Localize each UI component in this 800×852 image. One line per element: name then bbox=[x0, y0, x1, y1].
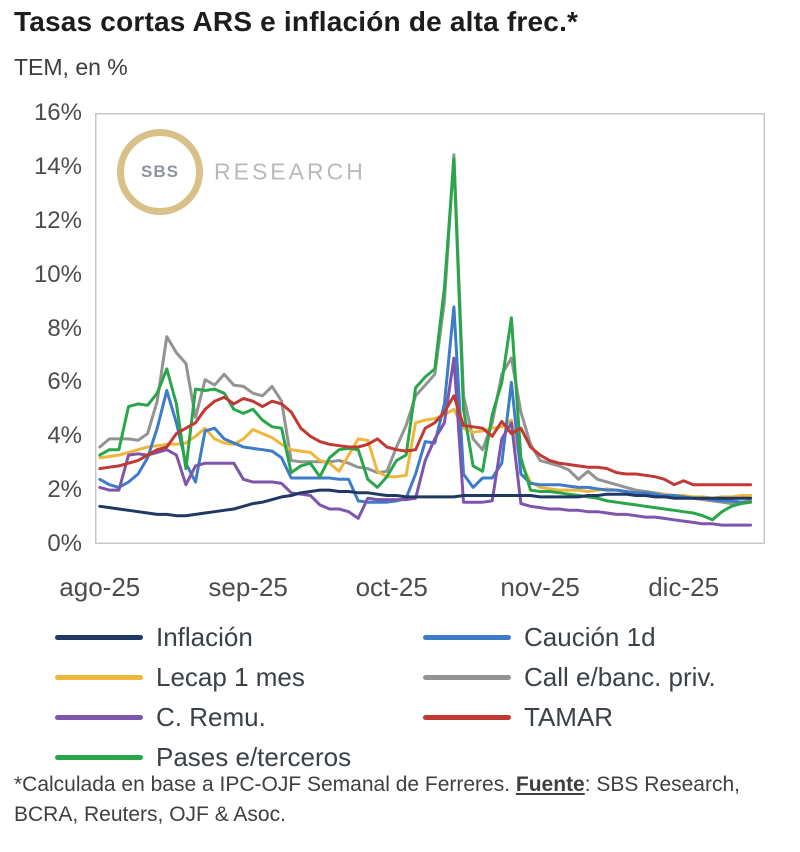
legend-item-caucion-1d: Caución 1d bbox=[423, 622, 775, 653]
legend-item-tamar: TAMAR bbox=[423, 702, 775, 733]
sbs-logo-text: SBS bbox=[141, 162, 179, 181]
research-watermark: RESEARCH bbox=[214, 158, 366, 185]
footnote-source-list: : SBS Research, BCRA, Reuters, OJF & Aso… bbox=[14, 773, 740, 827]
x-tick-label-dic-25: dic-25 bbox=[648, 572, 720, 602]
series-line-caucion-1d bbox=[98, 305, 753, 504]
legend-label-c-remu: C. Remu. bbox=[156, 702, 266, 732]
y-tick-label-6: 6% bbox=[47, 368, 82, 396]
plot-area bbox=[95, 113, 765, 544]
legend-item-call-e-banc-priv: Call e/banc. priv. bbox=[423, 662, 775, 693]
legend-item-pases-e-terceros: Pases e/terceros bbox=[55, 742, 423, 773]
footnote-text: *Calculada en base a IPC-OJF Semanal de … bbox=[14, 773, 516, 796]
y-tick-label-8: 8% bbox=[47, 314, 82, 342]
y-tick-label-0: 0% bbox=[47, 530, 82, 557]
series-line-pases-e-terceros bbox=[98, 157, 753, 522]
y-tick-label-2: 2% bbox=[47, 476, 82, 504]
x-tick-label-nov-25: nov-25 bbox=[500, 572, 580, 602]
y-tick-label-10: 10% bbox=[33, 260, 82, 288]
footnote-source-label: Fuente bbox=[515, 773, 585, 796]
plot-border bbox=[95, 113, 765, 544]
axis-units-label: TEM, en % bbox=[14, 54, 128, 80]
x-axis: ago-25 sep-25 oct-25 nov-25 dic-25 bbox=[59, 572, 765, 606]
y-tick-label-16: 16% bbox=[33, 99, 82, 126]
legend-swatch-pases-e-terceros bbox=[55, 755, 143, 760]
legend-label-inflacion: Inflación bbox=[156, 622, 253, 652]
page-title: Tasas cortas ARS e inflación de alta fre… bbox=[14, 6, 579, 37]
y-axis: 16% 14% 12% 10% 8% 6% 4% 2% 0% bbox=[0, 99, 86, 557]
legend: Inflación Caución 1d Lecap 1 mes Call e/ban… bbox=[55, 622, 775, 773]
series-line-c-remu bbox=[98, 356, 753, 527]
legend-item-c-remu: C. Remu. bbox=[55, 702, 423, 733]
legend-label-tamar: TAMAR bbox=[524, 702, 614, 732]
legend-item-lecap-1-mes: Lecap 1 mes bbox=[55, 662, 423, 693]
series-line-inflacion bbox=[98, 488, 753, 518]
legend-swatch-caucion-1d bbox=[423, 635, 511, 640]
legend-item-inflacion: Inflación bbox=[55, 622, 423, 653]
legend-label-pases-e-terceros: Pases e/terceros bbox=[156, 742, 352, 772]
legend-swatch-tamar bbox=[423, 715, 511, 720]
legend-swatch-inflacion bbox=[55, 635, 143, 640]
footnote: *Calculada en base a IPC-OJF Semanal de … bbox=[14, 770, 786, 831]
legend-swatch-lecap-1-mes bbox=[55, 675, 143, 680]
series-line-tamar bbox=[98, 394, 753, 487]
x-tick-label-sep-25: sep-25 bbox=[208, 572, 288, 602]
y-tick-label-4: 4% bbox=[47, 422, 82, 450]
legend-label-lecap-1-mes: Lecap 1 mes bbox=[156, 662, 305, 692]
legend-label-call-e-banc-priv: Call e/banc. priv. bbox=[524, 662, 716, 692]
legend-label-caucion-1d: Caución 1d bbox=[524, 622, 656, 652]
x-tick-label-oct-25: oct-25 bbox=[355, 572, 428, 602]
y-tick-label-14: 14% bbox=[33, 152, 82, 180]
legend-swatch-call-e-banc-priv bbox=[423, 675, 511, 680]
x-tick-label-ago-25: ago-25 bbox=[59, 572, 141, 602]
series-line-call-e-banc-priv bbox=[98, 153, 753, 506]
sbs-logo-icon: SBS bbox=[117, 129, 203, 215]
legend-swatch-c-remu bbox=[55, 715, 143, 720]
y-tick-label-12: 12% bbox=[33, 206, 82, 234]
